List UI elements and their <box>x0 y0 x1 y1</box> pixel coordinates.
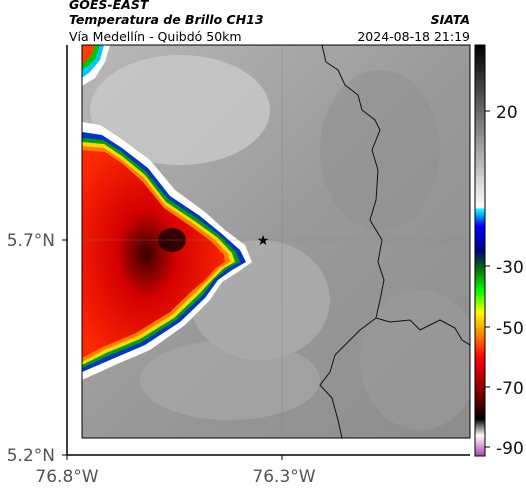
y-tick-label: 5.7°N <box>7 231 55 251</box>
department-boundary-south <box>319 317 377 438</box>
map-subtitle: Temperatura de Brillo CH13 <box>69 12 264 27</box>
source-label: SIATA <box>430 12 470 27</box>
map-location: Vía Medellín - Quibdó 50km <box>69 29 242 44</box>
colorbar-label: -30 <box>496 258 524 278</box>
y-tick-label: 5.2°N <box>7 446 55 466</box>
x-tick-label: 76.8°W <box>35 467 98 487</box>
satellite-image: ★ <box>82 45 470 438</box>
datetime-label: 2024-08-18 21:19 <box>357 29 470 44</box>
x-tick-label: 76.3°W <box>252 467 315 487</box>
map-frame <box>81 44 471 439</box>
colorbar: 20 -30 -50 -70 -90 <box>474 44 524 459</box>
colorbar-label: -70 <box>496 379 524 399</box>
map-title: GOES-EAST <box>69 0 149 12</box>
colorbar-label: 20 <box>496 103 518 123</box>
location-star-icon: ★ <box>257 233 270 249</box>
colorbar-label: -90 <box>496 439 524 459</box>
department-boundary <box>321 45 470 346</box>
colorbar-label: -50 <box>496 319 524 339</box>
